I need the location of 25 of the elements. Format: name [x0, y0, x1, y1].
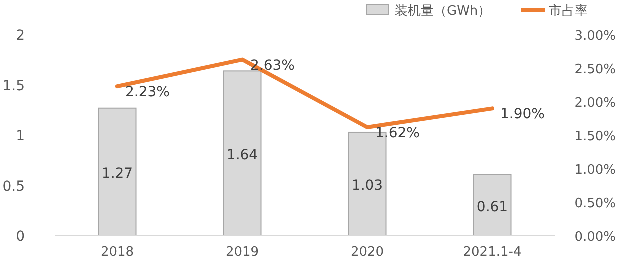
data-label: 0.61 — [476, 199, 508, 216]
y-tick-label: 1.5 — [2, 78, 25, 94]
y-tick-label: 0.5 — [2, 178, 25, 195]
y2-tick-label: 2.50% — [574, 62, 616, 78]
data-label: 1.90% — [500, 106, 545, 123]
data-label: 1.62% — [376, 125, 420, 142]
y2-tick-label: 0.00% — [574, 230, 616, 245]
y2-tick-label: 0.50% — [574, 196, 616, 212]
y2-tick-label: 1.00% — [574, 163, 616, 178]
data-label: 1.27 — [102, 166, 134, 182]
y-tick-label: 2 — [16, 28, 25, 44]
x-tick-label: 2018 — [100, 245, 134, 260]
data-label: 1.03 — [352, 178, 384, 194]
x-tick-label: 2020 — [350, 245, 384, 260]
y2-tick-label: 3.00% — [574, 29, 616, 44]
legend-label: 市占率 — [549, 3, 588, 19]
y-tick-label: 0 — [16, 229, 25, 245]
data-label: 2.23% — [126, 84, 170, 101]
x-tick-label: 2019 — [226, 245, 260, 260]
y-tick-label: 1 — [16, 128, 25, 144]
data-label: 1.64 — [226, 148, 258, 164]
y2-tick-label: 2.00% — [574, 96, 616, 111]
y2-tick-label: 1.50% — [574, 130, 616, 144]
legend-label: 装机量（GWh） — [395, 4, 492, 19]
x-tick-label: 2021.1-4 — [463, 245, 522, 260]
